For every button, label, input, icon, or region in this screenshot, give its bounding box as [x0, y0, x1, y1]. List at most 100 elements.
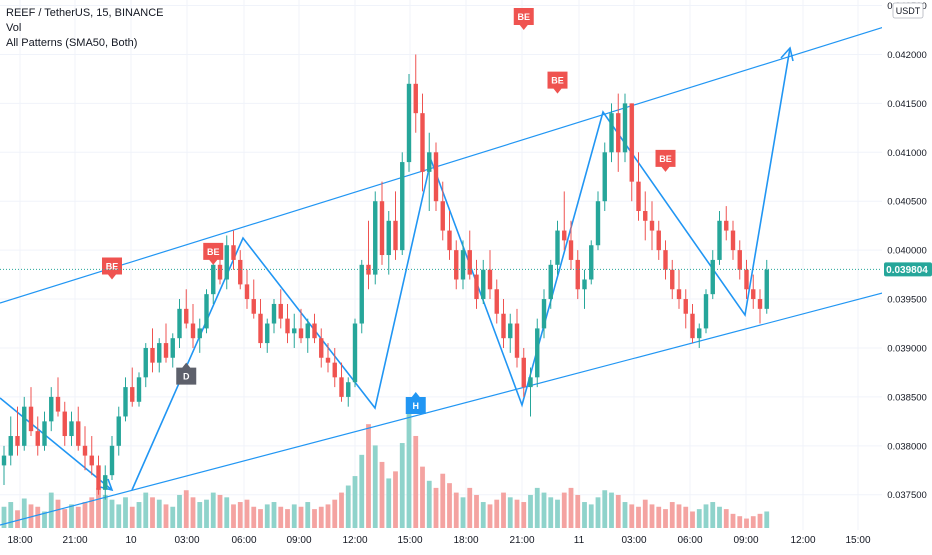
volume-bar [575, 494, 581, 528]
candle-body [190, 323, 196, 339]
x-tick-label: 06:00 [677, 535, 702, 546]
candle-body [562, 230, 567, 241]
volume-bar [359, 454, 365, 528]
lower-channel-line [0, 279, 932, 526]
candle-body [406, 83, 412, 163]
candle [15, 406, 20, 456]
candle-body [305, 323, 310, 339]
candle [265, 318, 270, 353]
candle [211, 259, 216, 304]
candle [751, 274, 756, 309]
candle-body [555, 230, 560, 265]
y-tick-label: 0.038500 [887, 392, 927, 403]
candle-body [629, 103, 634, 182]
candle-body [609, 113, 614, 153]
currency-badge[interactable]: USDT [892, 2, 924, 19]
candle [676, 269, 682, 309]
candle-body [393, 220, 398, 251]
candle [366, 220, 371, 290]
volume-indicator-label[interactable]: Vol [6, 22, 22, 34]
candle-body [737, 250, 742, 270]
candle [42, 411, 47, 451]
pattern-label-bg [176, 362, 197, 385]
candle-body [319, 338, 324, 358]
candle-body [501, 313, 506, 339]
pattern-label-d[interactable]: D [176, 362, 197, 385]
candle [170, 333, 175, 368]
candle [528, 367, 533, 417]
candle [89, 436, 94, 476]
candle-body [697, 328, 702, 339]
symbol-title[interactable]: REEF / TetherUS, 15, BINANCE [6, 7, 164, 19]
candle-body [359, 264, 364, 324]
candle [501, 299, 506, 348]
volume-bar [588, 504, 594, 528]
volume-bar [8, 502, 14, 528]
candle [393, 191, 398, 260]
volume-bar [669, 502, 675, 528]
pattern-label-text: BE [207, 247, 220, 257]
candle [724, 206, 729, 241]
candle-body [35, 431, 40, 446]
candle-body [575, 259, 580, 290]
volume-bar [494, 499, 500, 528]
pattern-label-be[interactable]: BE [102, 257, 122, 280]
volume-bar [615, 494, 621, 528]
candle [150, 328, 155, 373]
volume-bar [35, 506, 41, 528]
candle [602, 142, 607, 212]
candle-body [413, 83, 418, 114]
candle [562, 191, 567, 251]
candle [420, 93, 425, 192]
candle [616, 93, 621, 172]
volume-bar [244, 499, 250, 528]
candle [231, 230, 236, 270]
candle-body [481, 269, 486, 300]
patterns-indicator-label[interactable]: All Patterns (SMA50, Both) [6, 37, 138, 49]
pattern-label-bg [547, 71, 568, 94]
candle-body [265, 323, 270, 344]
candle [508, 313, 513, 353]
candle-body [163, 343, 169, 358]
candle [548, 259, 553, 309]
candle [427, 132, 432, 212]
candle [184, 289, 189, 329]
candle [346, 377, 351, 407]
candle [55, 377, 61, 417]
candle-body [103, 475, 108, 490]
candle-body [271, 303, 277, 324]
pattern-label-be[interactable]: BE [203, 242, 224, 265]
candle [143, 343, 148, 388]
pattern-label-be[interactable]: BE [547, 71, 568, 94]
volume-bar [656, 506, 662, 528]
candle-body [55, 396, 61, 412]
volume-bar [231, 504, 236, 528]
candle [710, 250, 715, 300]
volume-bar [210, 492, 216, 528]
volume-bar [433, 487, 439, 528]
volume-bar [339, 492, 344, 528]
volume-bar [528, 494, 533, 528]
pattern-label-h[interactable]: H [405, 392, 426, 415]
volume-bar [723, 509, 729, 528]
time-axis[interactable]: 18:00 21:00 10 03:00 06:00 09:00 12:00 15:00 18:… [7, 535, 870, 546]
candle-body [433, 152, 439, 202]
volume-bar [750, 516, 756, 528]
candle [406, 74, 412, 172]
candle [258, 299, 263, 348]
candle-body [751, 289, 756, 300]
candle-body [49, 396, 54, 422]
volume-bar [48, 492, 54, 528]
candle-body [325, 357, 331, 363]
volume-bars [1, 410, 770, 528]
pattern-label-be[interactable]: BE [655, 149, 676, 172]
pattern-label-be[interactable]: BE [513, 8, 534, 31]
candle [467, 230, 472, 280]
volume-bar [413, 435, 419, 528]
candle [123, 377, 128, 422]
candle [190, 303, 196, 348]
volume-bar [190, 497, 196, 528]
candle [568, 220, 574, 270]
